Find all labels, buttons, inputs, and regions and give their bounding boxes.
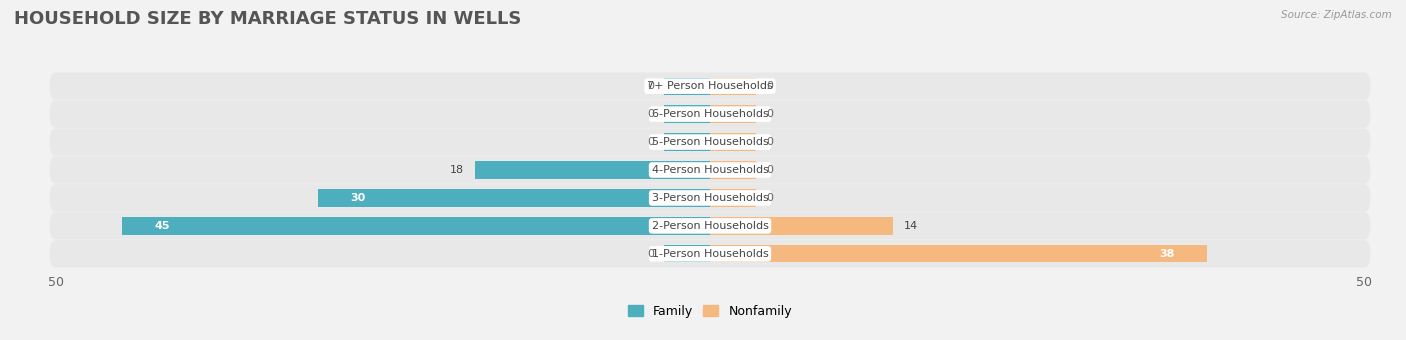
Text: 4-Person Households: 4-Person Households [651, 165, 769, 175]
FancyBboxPatch shape [49, 72, 1371, 100]
Text: Source: ZipAtlas.com: Source: ZipAtlas.com [1281, 10, 1392, 20]
FancyBboxPatch shape [49, 184, 1371, 211]
FancyBboxPatch shape [49, 100, 1371, 128]
Text: 38: 38 [1159, 249, 1174, 259]
Text: 0: 0 [766, 193, 773, 203]
Bar [710, 245, 1206, 262]
Text: 0: 0 [647, 81, 654, 91]
Text: 0: 0 [766, 109, 773, 119]
Text: 0: 0 [647, 249, 654, 259]
Text: 0: 0 [766, 137, 773, 147]
Bar [710, 217, 893, 235]
Text: 7+ Person Households: 7+ Person Households [647, 81, 773, 91]
Bar [318, 189, 710, 207]
Text: 14: 14 [904, 221, 918, 231]
Bar [710, 105, 756, 123]
Bar [664, 133, 710, 151]
Text: 45: 45 [155, 221, 170, 231]
Text: 2-Person Households: 2-Person Households [651, 221, 769, 231]
Text: 18: 18 [450, 165, 464, 175]
Text: 5-Person Households: 5-Person Households [651, 137, 769, 147]
Bar [710, 78, 756, 95]
Bar [710, 162, 756, 178]
FancyBboxPatch shape [49, 156, 1371, 184]
Text: 0: 0 [766, 165, 773, 175]
Bar [664, 245, 710, 262]
Bar [664, 78, 710, 95]
FancyBboxPatch shape [49, 129, 1371, 156]
FancyBboxPatch shape [49, 212, 1371, 240]
Text: 30: 30 [350, 193, 366, 203]
Bar [122, 217, 710, 235]
Text: 0: 0 [647, 109, 654, 119]
Bar [664, 105, 710, 123]
Text: 3-Person Households: 3-Person Households [651, 193, 769, 203]
Text: 1-Person Households: 1-Person Households [651, 249, 769, 259]
Text: 0: 0 [647, 137, 654, 147]
Bar [710, 133, 756, 151]
Bar [710, 189, 756, 207]
Bar [475, 162, 710, 178]
Legend: Family, Nonfamily: Family, Nonfamily [623, 300, 797, 323]
FancyBboxPatch shape [49, 240, 1371, 268]
Text: HOUSEHOLD SIZE BY MARRIAGE STATUS IN WELLS: HOUSEHOLD SIZE BY MARRIAGE STATUS IN WEL… [14, 10, 522, 28]
Text: 0: 0 [766, 81, 773, 91]
Text: 6-Person Households: 6-Person Households [651, 109, 769, 119]
